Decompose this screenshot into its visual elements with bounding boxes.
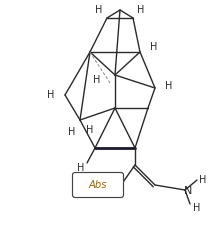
Text: H: H [47,90,55,100]
Text: H: H [93,75,101,85]
Text: H: H [193,203,201,213]
Text: N: N [184,186,192,196]
Text: H: H [165,81,173,91]
Text: H: H [86,125,94,135]
Text: H: H [68,127,76,137]
Text: H: H [150,42,158,52]
Text: Abs: Abs [89,180,107,190]
Text: H: H [137,5,145,15]
Text: H: H [77,163,85,173]
Text: H: H [95,5,103,15]
FancyBboxPatch shape [73,173,123,197]
Text: H: H [199,175,207,185]
